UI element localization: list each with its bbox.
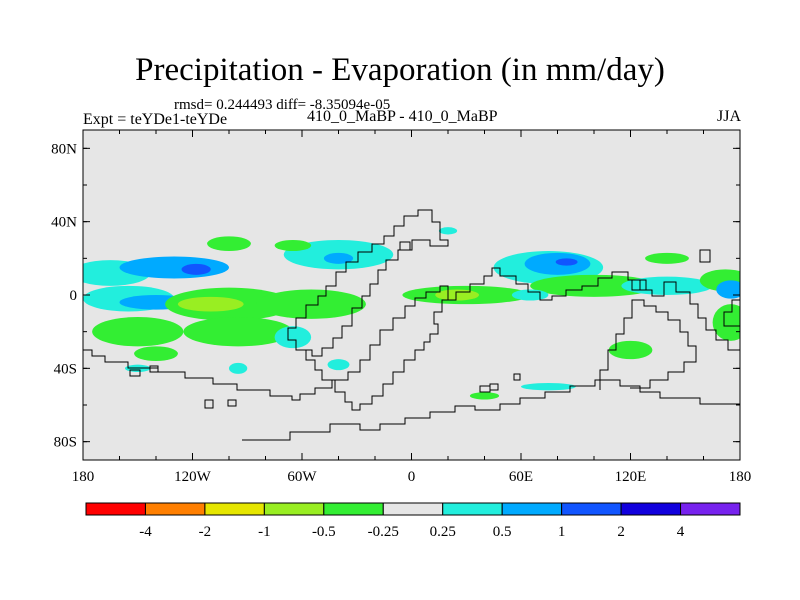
contour-patch-17	[229, 362, 248, 374]
x-tick-label-5: 120E	[615, 469, 647, 485]
contour-patch-10	[256, 289, 366, 319]
colorbar: -4 -2 -1 -0.5 -0.25 0.25 0.5 1 2 4	[85, 502, 741, 540]
x-axis: 180 120W 60W 0 60E 120E 180	[72, 130, 752, 485]
y-tick-label-3: 40S	[54, 361, 77, 377]
contour-patch-25	[621, 276, 713, 296]
coastline-island-5	[129, 369, 141, 377]
stats-label: rmsd= 0.244493 diff= -8.35094e-05	[174, 97, 391, 113]
case-label: 410_0_MaBP - 410_0_MaBP	[307, 108, 498, 125]
contour-patch-31	[438, 227, 458, 235]
colorbar-swatch-3	[263, 502, 325, 516]
coastline-americas	[83, 209, 449, 411]
coastline-southern-ocean	[242, 379, 740, 441]
continent-outline-layer	[83, 209, 740, 441]
coastline-island-7	[204, 399, 214, 409]
colorbar-swatch-4	[323, 502, 384, 516]
coastline-island-10	[631, 279, 647, 291]
contour-patch-14	[274, 240, 312, 251]
coastline-australia	[599, 299, 697, 390]
x-tick-label-0: 180	[72, 469, 95, 485]
colorbar-label-1: -2	[199, 524, 212, 540]
coastline-island-1	[399, 241, 411, 251]
contour-patch-28	[712, 304, 740, 341]
y-axis: 80N 40N 0 40S 80S	[51, 141, 740, 451]
colorbar-label-9: 4	[677, 524, 685, 540]
chart-title: Precipitation - Evaporation (in mm/day)	[135, 52, 665, 88]
contour-patch-16	[327, 359, 350, 371]
experiment-label: Expt = teYDe1-teYDe	[83, 111, 228, 128]
y-tick-label-1: 40N	[51, 215, 77, 231]
contour-fill-layer	[83, 227, 740, 400]
y-tick-label-0: 80N	[51, 141, 77, 157]
contour-patch-15	[134, 346, 178, 361]
colorbar-label-3: -0.5	[312, 524, 336, 540]
coastline-island-4	[513, 373, 521, 381]
coastline-island-3	[489, 383, 499, 391]
contour-patch-23	[555, 258, 578, 266]
contour-patch-34	[469, 392, 500, 400]
colorbar-label-0: -4	[139, 524, 152, 540]
y-tick-label-4: 80S	[54, 435, 77, 451]
coastline-island-8	[227, 399, 237, 407]
colorbar-label-8: 2	[617, 524, 625, 540]
contour-patch-12	[323, 252, 354, 264]
colorbar-swatch-8	[561, 502, 622, 516]
colorbar-swatch-9	[620, 502, 682, 516]
y-tick-label-2: 0	[70, 288, 78, 304]
contour-patch-5	[92, 317, 184, 347]
coastline-island-2	[479, 385, 491, 393]
x-tick-label-3: 0	[408, 469, 416, 485]
x-tick-label-1: 120W	[174, 469, 212, 485]
colorbar-swatch-1	[144, 502, 206, 516]
colorbar-label-2: -1	[258, 524, 271, 540]
colorbar-swatch-10	[680, 502, 741, 516]
coastline-island-6	[149, 365, 159, 373]
contour-patch-20	[435, 289, 480, 301]
contour-patch-30	[511, 289, 549, 301]
x-tick-label-2: 60W	[287, 469, 317, 485]
contour-patch-29	[608, 340, 653, 360]
x-tick-label-4: 60E	[509, 469, 533, 485]
contour-patch-8	[183, 317, 293, 347]
coastline-island-9	[699, 249, 711, 263]
contour-patch-7	[177, 296, 244, 312]
plot-area	[82, 129, 741, 461]
contour-patch-33	[521, 383, 576, 391]
contour-patch-2	[181, 263, 211, 275]
coastline-island-11	[723, 299, 740, 327]
contour-patch-27	[716, 280, 740, 299]
colorbar-label-4: -0.25	[368, 524, 399, 540]
x-tick-label-6: 180	[729, 469, 752, 485]
contour-patch-32	[645, 252, 689, 264]
colorbar-label-7: 1	[558, 524, 566, 540]
colorbar-swatch-2	[204, 502, 265, 516]
contour-patch-13	[207, 236, 251, 252]
colorbar-swatch-6	[442, 502, 503, 516]
contour-patch-9	[274, 326, 312, 349]
colorbar-label-6: 0.5	[493, 524, 512, 540]
contour-patch-1	[119, 256, 229, 279]
colorbar-swatch-0	[85, 502, 146, 516]
coastline-africa-eurasia	[448, 267, 740, 351]
colorbar-swatch-5	[382, 502, 444, 516]
season-label: JJA	[717, 108, 742, 125]
colorbar-label-5: 0.25	[430, 524, 456, 540]
colorbar-swatch-7	[501, 502, 563, 516]
